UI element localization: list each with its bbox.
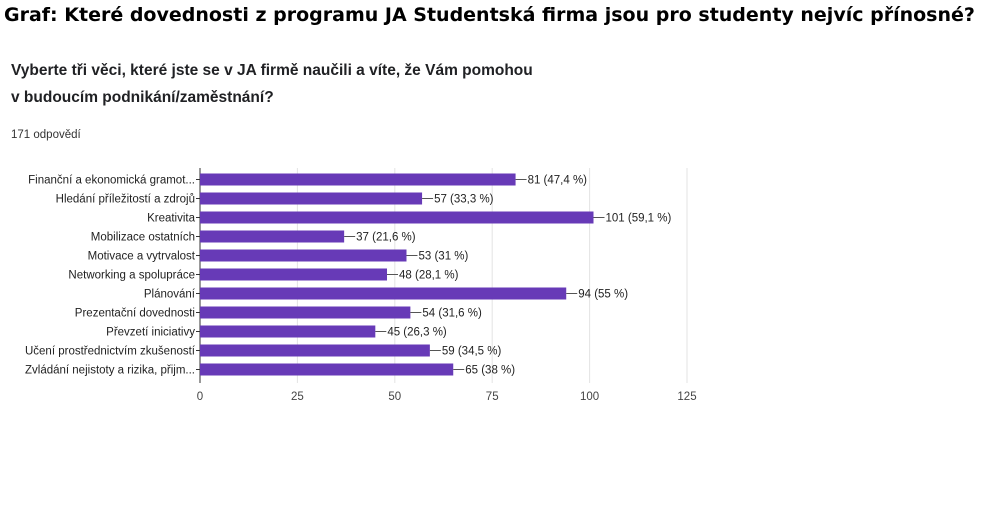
bar [200, 325, 376, 338]
x-tick-label: 0 [197, 391, 203, 403]
response-count: 171 odpovědí [11, 129, 81, 141]
category-labels: Finanční a ekonomická gramot... Hledání p… [25, 175, 196, 377]
x-tick-label: 25 [291, 391, 304, 403]
question-line-2: v budoucím podnikání/zaměstnání? [11, 89, 274, 106]
value-label: 101 (59,1 %) [605, 213, 671, 225]
x-tick-label: 75 [486, 391, 499, 403]
category-label: Motivace a vytrvalost [88, 251, 196, 263]
value-label: 57 (33,3 %) [434, 194, 494, 206]
category-label: Finanční a ekonomická gramot... [28, 175, 195, 187]
bar [200, 211, 594, 224]
category-label: Networking a spolupráce [68, 270, 195, 282]
page-heading: Graf: Které dovednosti z programu JA Stu… [4, 4, 975, 26]
bar [200, 363, 454, 376]
bar [200, 173, 516, 186]
bar [200, 192, 423, 205]
value-labels: 81 (47,4 %) 57 (33,3 %) 101 (59,1 %) 37 (21… [344, 175, 672, 377]
bar [200, 268, 388, 281]
x-tick-label: 100 [580, 391, 599, 403]
value-label: 37 (21,6 %) [356, 232, 416, 244]
category-label: Prezentační dovednosti [75, 308, 195, 320]
value-label: 59 (34,5 %) [442, 346, 502, 358]
x-axis-ticks: 0 25 50 75 100 125 [197, 391, 697, 403]
category-label: Učení prostřednictvím zkušeností [25, 346, 196, 358]
value-label: 81 (47,4 %) [528, 175, 588, 187]
category-label: Převzetí iniciativy [106, 327, 195, 339]
value-label: 94 (55 %) [578, 289, 628, 301]
category-label: Zvládání nejistoty a rizika, přijm... [25, 365, 195, 377]
x-tick-label: 50 [388, 391, 401, 403]
category-label: Hledání příležitostí a zdrojů [56, 194, 195, 206]
x-tick-label: 125 [677, 391, 696, 403]
bar [200, 306, 411, 319]
category-label: Kreativita [147, 213, 196, 225]
bar [200, 249, 407, 262]
bar [200, 344, 430, 357]
bars-layer [200, 173, 594, 376]
category-label: Plánování [144, 289, 196, 301]
bar [200, 230, 345, 243]
value-label: 65 (38 %) [465, 365, 515, 377]
value-label: 45 (26,3 %) [387, 327, 447, 339]
question-title: Vyberte tři věci, které jste se v JA fir… [11, 57, 533, 111]
bar-chart: Finanční a ekonomická gramot... Hledání p… [25, 168, 697, 403]
bar [200, 287, 567, 300]
question-line-1: Vyberte tři věci, které jste se v JA fir… [11, 62, 533, 79]
value-label: 54 (31,6 %) [422, 308, 482, 320]
value-label: 53 (31 %) [418, 251, 468, 263]
value-label: 48 (28,1 %) [399, 270, 459, 282]
category-label: Mobilizace ostatních [91, 232, 195, 244]
